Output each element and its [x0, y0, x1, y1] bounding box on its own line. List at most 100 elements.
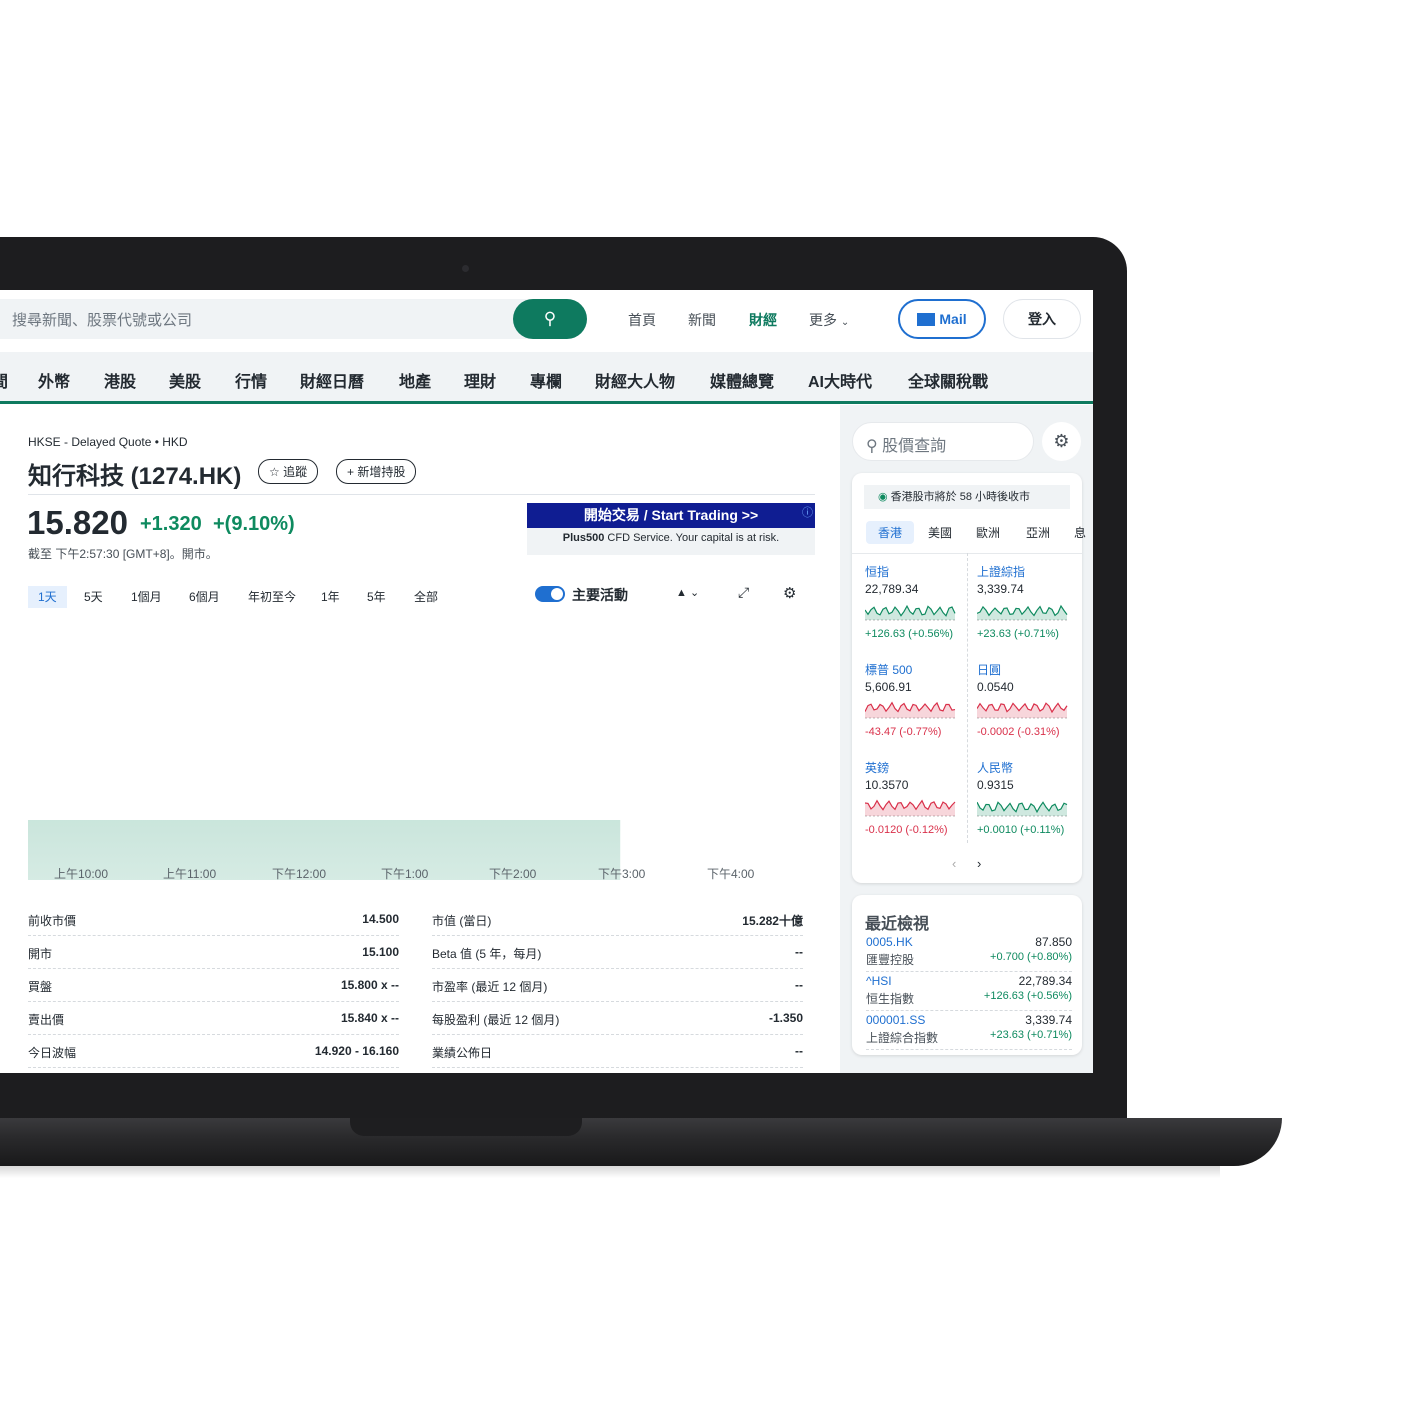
index-price: 10.3570: [865, 778, 909, 792]
key-events-label: 主要活動: [572, 587, 628, 603]
expand-icon[interactable]: ⤢: [738, 584, 750, 600]
mail-button[interactable]: Mail: [898, 299, 986, 339]
category-link[interactable]: 間: [0, 374, 9, 391]
category-link[interactable]: 全球關稅戰: [908, 374, 989, 391]
recent-price: 3,339.74: [1025, 1013, 1072, 1027]
mail-icon: [917, 313, 936, 326]
index-name[interactable]: 標普 500: [865, 663, 913, 677]
index-name[interactable]: 英鎊: [865, 761, 890, 775]
recent-item[interactable]: 000001.SS 上證綜合指數 3,339.74 +23.63 (+0.71%…: [866, 1011, 1072, 1050]
recent-name: 上證綜合指數: [866, 1031, 939, 1045]
settings-icon[interactable]: ⚙: [1042, 422, 1081, 461]
index-name[interactable]: 人民幣: [977, 761, 1014, 775]
index-sparkline: [865, 604, 957, 621]
recent-symbol[interactable]: ^HSI: [866, 974, 892, 988]
stat-row: 開市 15.100: [28, 936, 399, 969]
screen: 搜尋新聞、股票代號或公司 ⚲ 首頁 新聞 財經 更多 ⌄ Mail 登入 間 外幣…: [0, 290, 1093, 1073]
category-link[interactable]: AI大時代: [808, 374, 873, 391]
price-area: [28, 820, 621, 880]
index-name[interactable]: 日圓: [977, 663, 1002, 677]
index-price: 22,789.34: [865, 582, 919, 596]
nav-more[interactable]: 更多 ⌄: [809, 310, 849, 330]
stat-label: 今日波幅: [28, 1046, 77, 1060]
category-link[interactable]: 行情: [235, 374, 268, 391]
index-tile[interactable]: 恒指 22,789.34 +126.63 (+0.56%): [865, 555, 975, 653]
category-link[interactable]: 外幣: [38, 374, 71, 391]
x-tick-label: 上午10:00: [54, 867, 109, 881]
range-tab[interactable]: 5天: [84, 590, 103, 604]
region-tab[interactable]: 息: [1074, 526, 1087, 540]
category-link[interactable]: 媒體總覽: [710, 374, 775, 391]
next-page-icon[interactable]: ›: [977, 856, 982, 871]
recent-symbol[interactable]: 000001.SS: [866, 1013, 926, 1027]
nav-more-label: 更多: [809, 312, 837, 328]
search-button[interactable]: ⚲: [513, 299, 587, 339]
stat-label: Beta 值 (5 年，每月): [432, 947, 542, 961]
ad-banner[interactable]: 開始交易 / Start Trading >> Plus500 CFD Serv…: [527, 503, 815, 555]
recent-symbol[interactable]: 0005.HK: [866, 935, 913, 949]
x-tick-label: 下午12:00: [272, 867, 327, 881]
index-name[interactable]: 恒指: [865, 565, 890, 579]
range-tab[interactable]: 6個月: [189, 590, 220, 604]
category-link[interactable]: 專欄: [530, 374, 563, 391]
region-tab[interactable]: 歐洲: [976, 526, 1001, 540]
price-change: +1.320: [140, 513, 202, 535]
index-change: -43.47 (-0.77%): [865, 726, 942, 738]
range-tab[interactable]: 1天: [28, 586, 67, 608]
recent-item[interactable]: ^HSI 恒生指數 22,789.34 +126.63 (+0.56%): [866, 972, 1072, 1011]
settings-icon[interactable]: ⚙: [783, 585, 797, 602]
mail-label: Mail: [939, 311, 967, 327]
category-link[interactable]: 財經日曆: [300, 374, 365, 391]
laptop-shadow: [0, 1166, 1220, 1178]
chart-type-dropdown[interactable]: ▲ ⌄: [676, 586, 699, 599]
range-tab[interactable]: 年初至今: [248, 590, 297, 604]
stat-row: 前收市價 14.500: [28, 903, 399, 936]
region-tab[interactable]: 亞洲: [1026, 526, 1051, 540]
price-change-pct: +(9.10%): [213, 513, 295, 535]
range-tab[interactable]: 1個月: [131, 590, 162, 604]
index-sparkline: [977, 604, 1069, 621]
index-tile[interactable]: 英鎊 10.3570 -0.0120 (-0.12%): [865, 751, 975, 849]
key-events-toggle[interactable]: [535, 586, 565, 602]
stat-value: 15.282十億: [742, 914, 803, 928]
quote-search-placeholder: 股價查詢: [882, 438, 947, 455]
region-tab[interactable]: 美國: [928, 526, 953, 540]
stat-row: 今日波幅 14.920 - 16.160: [28, 1035, 399, 1068]
index-tile[interactable]: 上證綜指 3,339.74 +23.63 (+0.71%): [977, 555, 1087, 653]
ad-headline[interactable]: 開始交易 / Start Trading >>: [527, 503, 815, 528]
category-bar: 間 外幣 港股 美股 行情 財經日曆 地產 理財 專欄 財經大人物 媒體總覽 AI大時代 全球關稅戰: [0, 352, 1093, 404]
range-tab[interactable]: 全部: [414, 590, 439, 604]
range-tab[interactable]: 1年: [321, 590, 340, 604]
nav-news[interactable]: 新聞: [688, 312, 716, 328]
add-holding-button[interactable]: + 新增持股: [336, 459, 417, 484]
price-chart[interactable]: 16.00015.50015.00015.82014.50: [0, 620, 830, 880]
prev-page-icon[interactable]: ‹: [952, 856, 957, 871]
stat-label: 每股盈利 (最近 12 個月): [432, 1013, 560, 1027]
ad-info-icon[interactable]: ⓘ: [802, 507, 813, 519]
index-price: 5,606.91: [865, 680, 912, 694]
stat-value: 15.800 x --: [340, 978, 399, 992]
index-tile[interactable]: 人民幣 0.9315 +0.0010 (+0.11%): [977, 751, 1087, 849]
index-tile[interactable]: 日圓 0.0540 -0.0002 (-0.31%): [977, 653, 1087, 751]
search-input[interactable]: 搜尋新聞、股票代號或公司: [0, 299, 587, 339]
recent-item[interactable]: 0005.HK 匯豐控股 87.850 +0.700 (+0.80%): [866, 933, 1072, 972]
category-link[interactable]: 美股: [169, 374, 202, 391]
x-tick-label: 下午3:00: [598, 867, 646, 881]
range-tab[interactable]: 5年: [367, 590, 386, 604]
category-link[interactable]: 財經大人物: [595, 374, 676, 391]
index-sparkline: [865, 799, 957, 817]
follow-button[interactable]: ☆ 追蹤: [258, 459, 319, 484]
category-link[interactable]: 地產: [399, 374, 432, 391]
recent-name: 匯豐控股: [866, 953, 915, 967]
nav-finance[interactable]: 財經: [749, 312, 777, 328]
quote-search-input[interactable]: ⚲ 股價查詢: [852, 422, 1034, 461]
index-tile[interactable]: 標普 500 5,606.91 -43.47 (-0.77%): [865, 653, 975, 751]
category-link[interactable]: 港股: [104, 374, 137, 391]
region-tab[interactable]: 香港: [866, 521, 915, 544]
page-title: 知行科技 (1274.HK): [28, 463, 242, 490]
nav-home[interactable]: 首頁: [628, 312, 656, 328]
category-link[interactable]: 理財: [464, 374, 497, 391]
recently-viewed-card: 最近檢視 0005.HK 匯豐控股 87.850 +0.700 (+0.80%)…: [852, 895, 1082, 1055]
login-button[interactable]: 登入: [1003, 299, 1081, 339]
index-name[interactable]: 上證綜指: [977, 565, 1026, 579]
